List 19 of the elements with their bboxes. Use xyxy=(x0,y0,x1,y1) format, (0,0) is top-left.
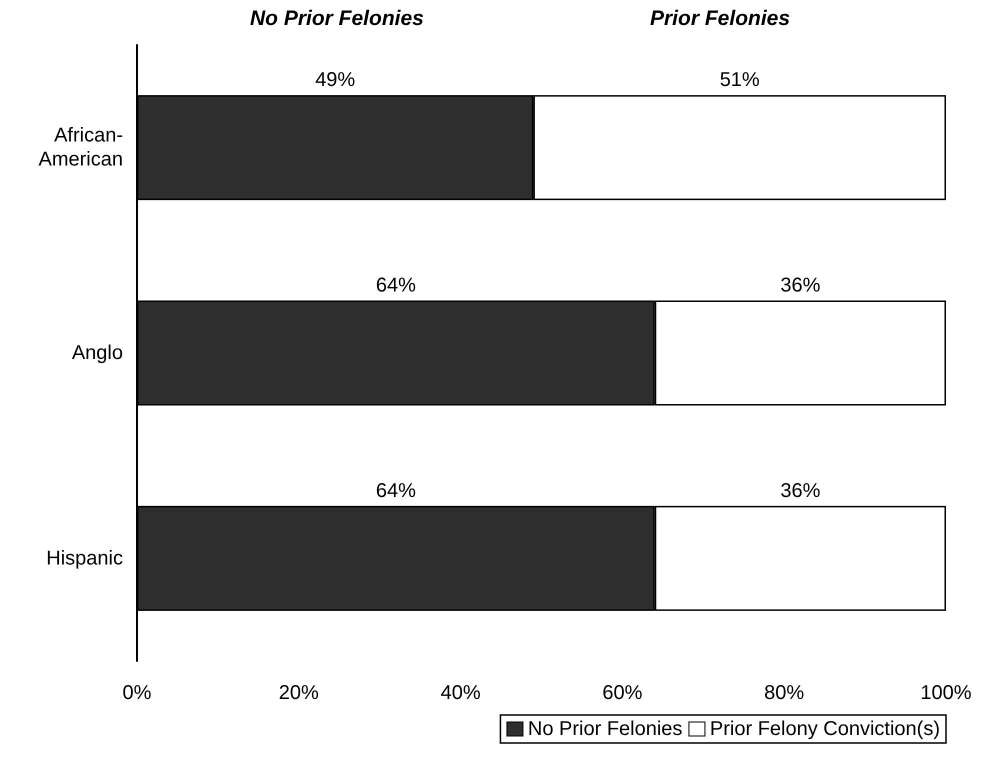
data-label: 64% xyxy=(376,480,416,502)
data-label: 36% xyxy=(780,480,821,502)
data-label: 49% xyxy=(315,69,356,92)
x-tick-label: 80% xyxy=(764,682,804,704)
legend-label: No Prior Felonies xyxy=(528,718,682,740)
data-label: 51% xyxy=(720,69,760,92)
data-label: 36% xyxy=(780,274,821,296)
x-tick-label: 40% xyxy=(440,682,481,704)
x-tick-label: 100% xyxy=(920,682,972,704)
data-label: 64% xyxy=(376,274,416,296)
x-tick-label: 0% xyxy=(122,682,152,704)
y-tick-label: Hispanic xyxy=(46,547,123,570)
y-tick-label: Anglo xyxy=(72,342,123,364)
x-tick-label: 60% xyxy=(602,682,643,704)
x-tick-label: 20% xyxy=(278,682,320,704)
legend-label: Prior Felony Conviction(s) xyxy=(710,718,940,740)
text: No Prior Felonies xyxy=(250,7,424,30)
y-tick-label: African- American xyxy=(38,124,123,171)
text: Prior Felonies xyxy=(650,7,790,30)
